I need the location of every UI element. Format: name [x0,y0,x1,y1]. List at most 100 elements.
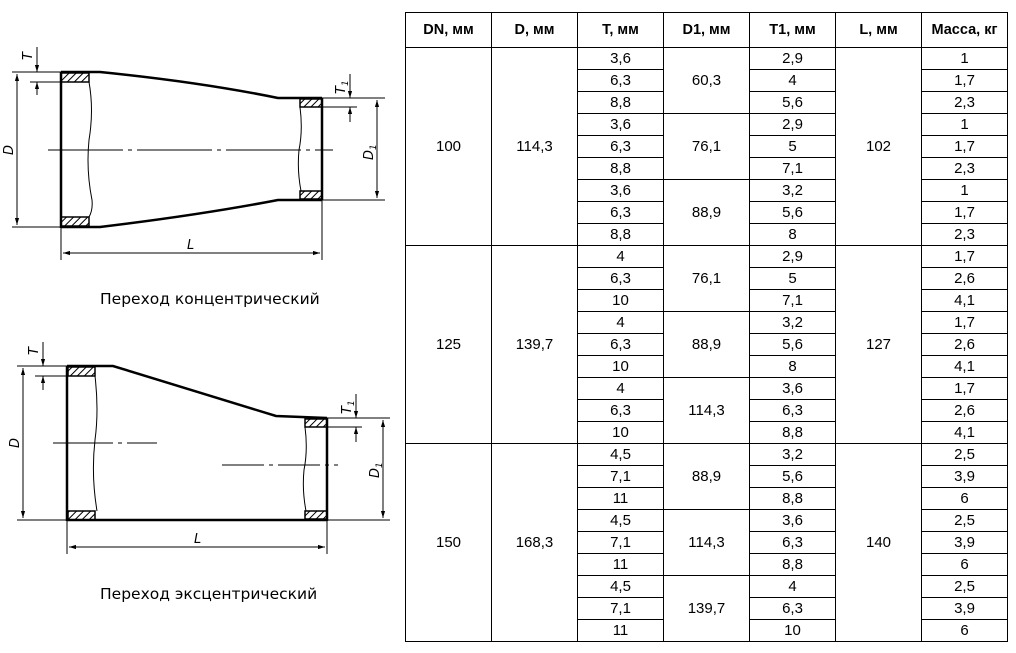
cell-mass: 3,9 [921,597,1008,620]
cell-mass: 3,9 [921,465,1008,488]
cell-l: 102 [835,47,922,246]
cell-t1: 8,8 [749,487,836,510]
cell-mass: 2,6 [921,267,1008,290]
cell-t: 8,8 [577,223,664,246]
cell-t1: 6,3 [749,531,836,554]
cell-t: 6,3 [577,201,664,224]
cell-t1: 5,6 [749,91,836,114]
cell-t: 10 [577,355,664,378]
column-header: D1, мм [663,12,750,48]
cell-t: 4,5 [577,575,664,598]
cell-t: 10 [577,289,664,312]
cell-mass: 2,3 [921,91,1008,114]
label-D1: D1 [368,462,385,478]
cell-t: 8,8 [577,157,664,180]
cell-t: 6,3 [577,399,664,422]
label-L: L [194,532,201,547]
cell-t: 4,5 [577,509,664,532]
cell-t1: 5,6 [749,333,836,356]
cell-t1: 3,6 [749,377,836,400]
cell-mass: 2,3 [921,157,1008,180]
eccentric-caption: Переход эксцентрический [100,585,318,603]
column-header: D, мм [491,12,578,48]
table-row: 7,1 6,3 3,9 [406,531,1008,554]
cell-t1: 3,2 [749,443,836,466]
label-T: T [21,51,36,60]
cell-t: 3,6 [577,179,664,202]
cell-t: 6,3 [577,135,664,158]
concentric-caption: Переход концентрический [100,290,320,308]
cell-t1: 5,6 [749,201,836,224]
cell-mass: 3,9 [921,531,1008,554]
cell-d1: 88,9 [663,179,750,246]
cell-mass: 1,7 [921,69,1008,92]
cell-t: 3,6 [577,113,664,136]
label-T1: T1 [334,80,351,94]
label-T1: T1 [340,400,357,414]
table-row: 6,3 5 2,6 [406,267,1008,290]
reducer-drawings: T D T1 D1 L T D T1 D1 L [2,47,390,554]
cell-mass: 1,7 [921,377,1008,400]
cell-t: 4 [577,311,664,334]
cell-t: 10 [577,421,664,444]
cell-l: 140 [835,443,922,642]
cell-t: 8,8 [577,91,664,114]
cell-d1: 60,3 [663,47,750,114]
cell-mass: 6 [921,553,1008,576]
cell-t: 7,1 [577,465,664,488]
cell-t1: 8 [749,355,836,378]
cell-t1: 5,6 [749,465,836,488]
cell-mass: 2,5 [921,509,1008,532]
table-row: 100 114,3 3,6 60,3 2,9 102 1 [405,47,1008,246]
cell-t1: 5 [749,135,836,158]
cell-t1: 6,3 [749,597,836,620]
cell-mass: 2,5 [921,443,1008,466]
cell-mass: 1,7 [921,245,1008,268]
label-L: L [187,238,194,253]
cell-t1: 10 [749,619,836,642]
cell-mass: 4,1 [921,355,1008,378]
table-row: 10 7,1 4,1 [406,289,1008,312]
cell-d: 139,7 [491,245,578,444]
table-row: 10 8 4,1 [406,355,1008,378]
cell-t: 3,6 [577,47,664,70]
cell-t: 6,3 [577,267,664,290]
table-row: 4 88,9 3,2 1,7 [406,311,1008,378]
cell-t: 4 [577,245,664,268]
cell-t1: 2,9 [749,113,836,136]
eccentric-reducer-drawing [17,342,390,554]
column-header: DN, мм [405,12,492,48]
cell-mass: 6 [921,619,1008,642]
table-row: 150 168,3 4,5 88,9 3,2 140 2,5 [405,443,1008,642]
cell-t1: 3,6 [749,509,836,532]
column-header: T1, мм [749,12,836,48]
cell-t1: 6,3 [749,399,836,422]
cell-t1: 2,9 [749,47,836,70]
cell-t1: 8,8 [749,553,836,576]
cell-t: 11 [577,553,664,576]
cell-mass: 1,7 [921,201,1008,224]
table-row: 7,1 5,6 3,9 [406,465,1008,488]
table-row: 125 139,7 4 76,1 2,9 127 1,7 [405,245,1008,444]
cell-t1: 8 [749,223,836,246]
table-header-row: DN, мм D, мм T, мм D1, мм T1, мм L, мм Масса, … [405,12,1008,48]
dimensions-table: DN, мм D, мм T, мм D1, мм T1, мм L, мм Масса, … [405,12,1008,642]
column-header: Масса, кг [921,12,1008,48]
cell-dn: 150 [405,443,492,642]
cell-t: 11 [577,487,664,510]
cell-t: 6,3 [577,333,664,356]
cell-t1: 3,2 [749,179,836,202]
table-row: 6,3 5,6 2,6 [406,333,1008,356]
table-row: 6,3 5,6 1,7 [406,201,1008,224]
cell-mass: 1 [921,47,1008,70]
cell-t: 11 [577,619,664,642]
cell-t1: 7,1 [749,157,836,180]
table-row: 3,6 88,9 3,2 1 [406,179,1008,246]
cell-mass: 4,1 [921,289,1008,312]
cell-mass: 2,6 [921,333,1008,356]
label-D: D [8,438,23,448]
cell-mass: 1,7 [921,311,1008,334]
label-D: D [2,145,17,155]
cell-d1: 114,3 [663,509,750,576]
concentric-reducer-drawing [12,47,385,260]
